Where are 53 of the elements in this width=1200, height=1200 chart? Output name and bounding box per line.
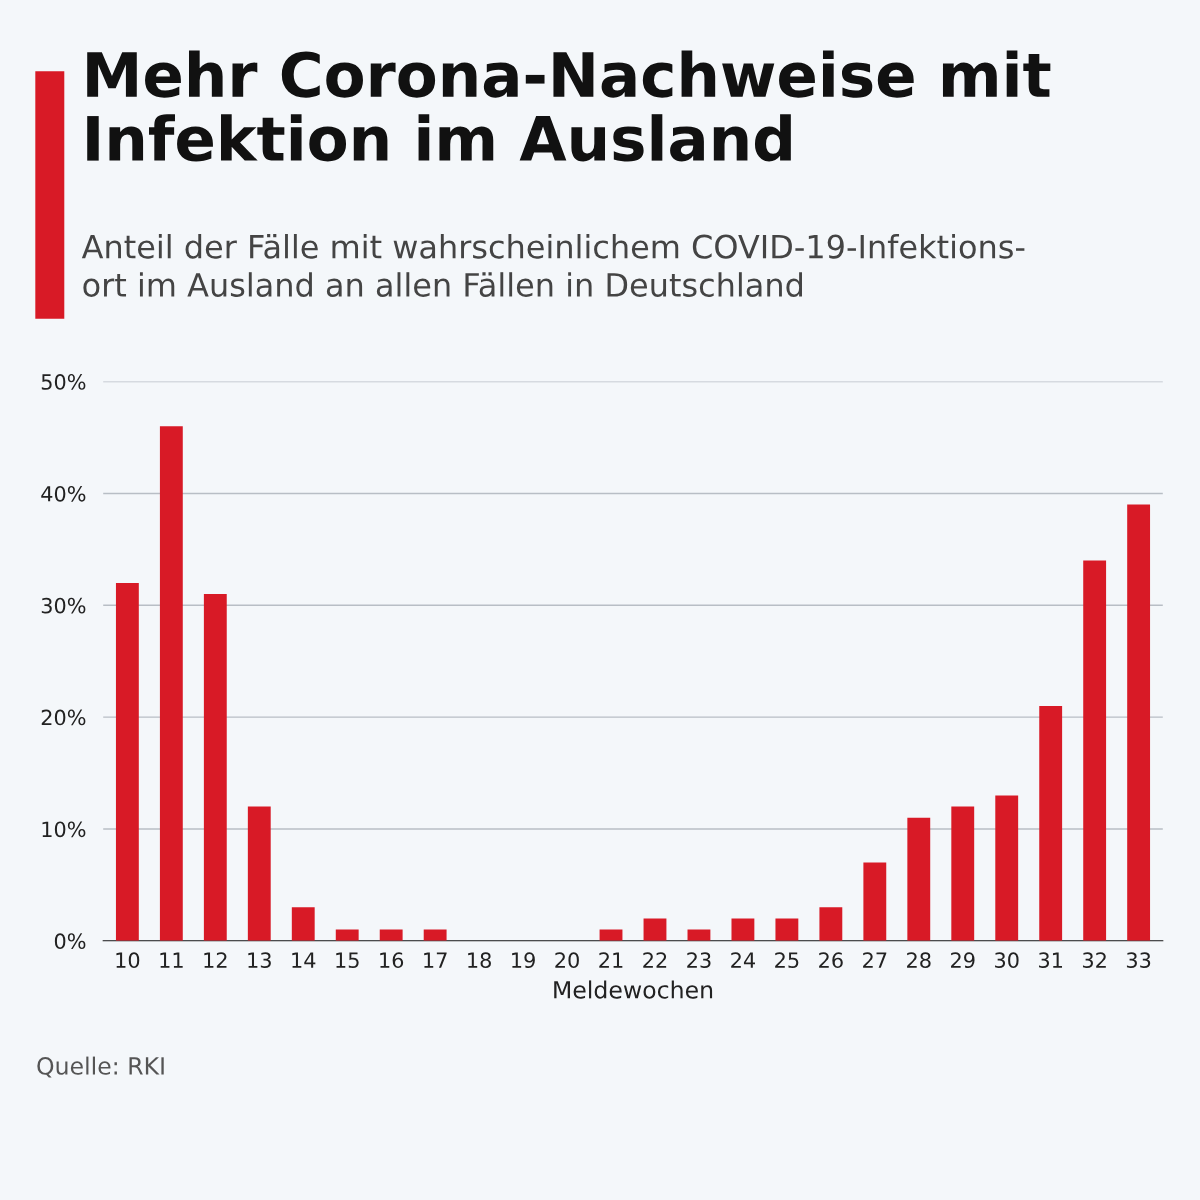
- x-tick-label: 16: [380, 952, 404, 969]
- bar: [423, 929, 447, 941]
- x-tick-label: 11: [160, 952, 183, 968]
- bar: [1127, 504, 1151, 941]
- bar: [863, 862, 887, 941]
- x-axis-title: Meldewochen: [554, 980, 713, 999]
- chart-subtitle: Anteil der Fälle mit wahrscheinlichem COVID-19-Infektions- ort im Ausland an allen Fällen in Deutschland: [81, 234, 1025, 297]
- x-tick-label: 24: [731, 952, 755, 968]
- x-tick-label: 14: [292, 952, 316, 968]
- bar: [731, 918, 755, 941]
- bar: [203, 594, 227, 941]
- bar: [951, 806, 975, 941]
- bar: [819, 907, 843, 941]
- x-tick-label: 15: [336, 952, 359, 969]
- x-tick-label: 27: [863, 952, 887, 968]
- bar: [379, 929, 403, 941]
- x-tick-label: 12: [204, 952, 227, 968]
- bar: [643, 918, 667, 941]
- bar: [1039, 705, 1063, 941]
- x-tick-label: 32: [1082, 952, 1106, 969]
- x-tick-label: 19: [512, 952, 535, 969]
- source-note: Quelle: RKI: [37, 1056, 164, 1078]
- bar: [995, 795, 1019, 941]
- chart-title: Mehr Corona-Nachweise mit Infektion im Ausland: [87, 50, 1051, 162]
- bar: [291, 907, 315, 941]
- x-tick-label: 31: [1039, 952, 1063, 969]
- bar: [247, 806, 271, 941]
- bar: [1083, 560, 1107, 941]
- y-tick-label: 10%: [42, 821, 86, 838]
- x-tick-label: 26: [819, 952, 843, 969]
- x-tick-label: 22: [643, 952, 667, 968]
- x-tick-label: 30: [995, 952, 1019, 969]
- x-tick-label: 10: [116, 952, 140, 969]
- bar: [775, 918, 799, 941]
- bar: [159, 426, 183, 941]
- x-tick-label: 21: [599, 952, 623, 968]
- y-tick-label: 50%: [41, 374, 86, 390]
- bar: [115, 582, 139, 941]
- x-tick-label: 29: [951, 952, 975, 969]
- bar: [335, 929, 359, 941]
- x-tick-label: 25: [775, 952, 799, 969]
- y-tick-label: 30%: [41, 597, 86, 614]
- bar: [907, 817, 931, 941]
- x-tick-label: 23: [687, 952, 711, 969]
- y-tick-label: 40%: [41, 485, 86, 502]
- y-tick-label: 0%: [54, 933, 86, 950]
- x-tick-label: 20: [555, 952, 579, 969]
- y-tick-label: 20%: [41, 709, 86, 726]
- x-tick-label: 33: [1126, 952, 1151, 969]
- x-tick-label: 28: [907, 952, 931, 969]
- x-tick-label: 17: [424, 952, 447, 968]
- x-tick-label: 18: [468, 952, 491, 969]
- x-tick-label: 13: [248, 952, 271, 969]
